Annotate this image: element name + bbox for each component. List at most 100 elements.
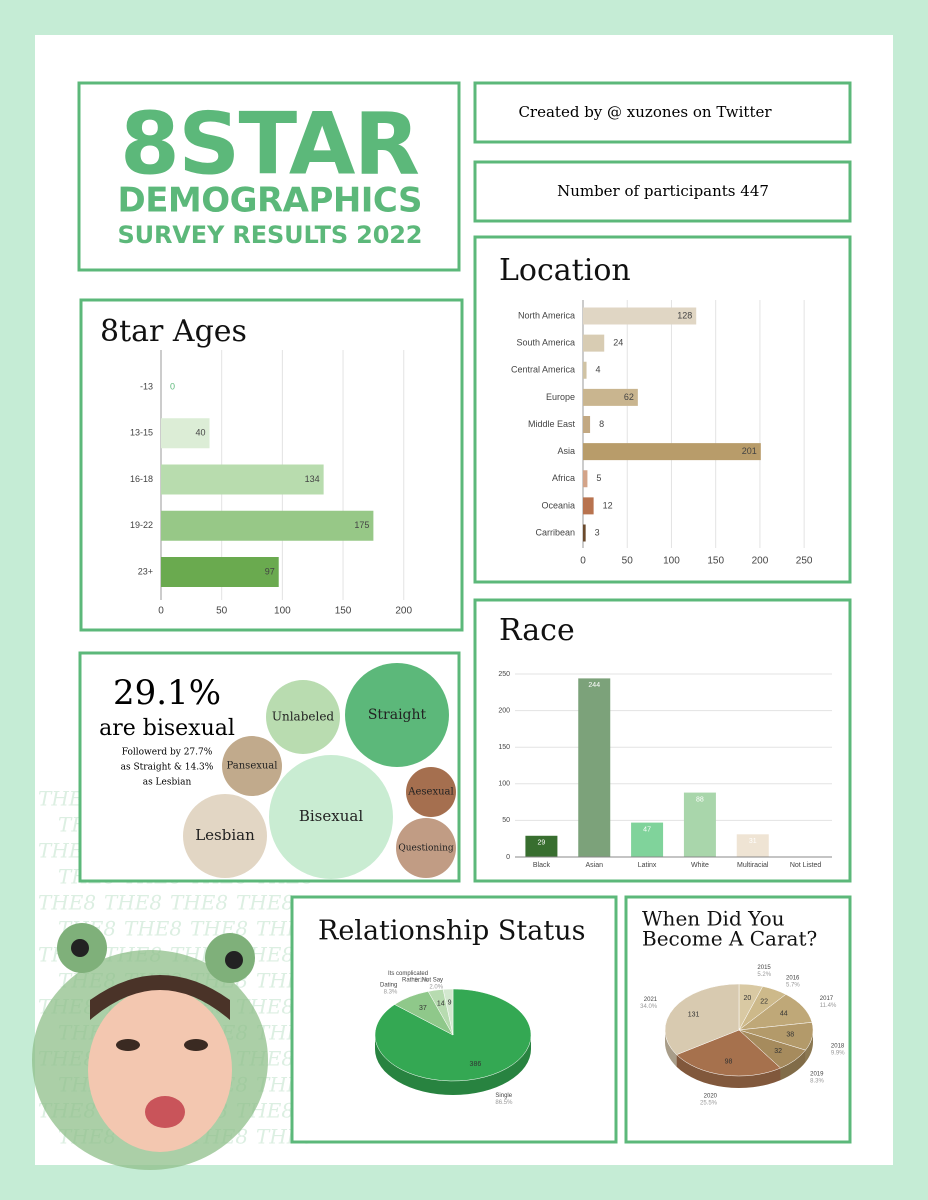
chart-title: Race xyxy=(499,613,575,648)
bar xyxy=(161,418,210,449)
category-label: 2021 xyxy=(644,997,658,1003)
x-tick-label: 0 xyxy=(158,606,164,617)
value-label: 47 xyxy=(643,826,651,833)
bar xyxy=(525,835,558,857)
value-label: 22 xyxy=(760,999,768,1006)
value-label: 201 xyxy=(742,446,757,456)
note: as Straight & 14.3% xyxy=(121,763,214,773)
x-tick-label: 250 xyxy=(796,556,813,567)
percent-label: 2.0% xyxy=(429,984,443,990)
value-label: 5 xyxy=(596,473,601,483)
category-label: Black xyxy=(533,862,551,869)
x-tick-label: 50 xyxy=(622,556,634,567)
category-label: Single xyxy=(495,1093,512,1099)
value-label: 3 xyxy=(595,527,600,537)
value-label: 40 xyxy=(196,428,206,438)
category-label: Rather Not Say xyxy=(402,977,443,983)
percent-label: 5.2% xyxy=(757,972,771,978)
category-label: 2015 xyxy=(757,965,771,971)
value-label: 131 xyxy=(688,1011,700,1018)
y-tick-label: 0 xyxy=(506,854,510,861)
headline: 29.1% xyxy=(113,673,221,713)
value-label: 29 xyxy=(538,840,546,847)
pie-side xyxy=(805,1030,814,1063)
category-label: 19-22 xyxy=(130,520,153,530)
percent-label: 8.3% xyxy=(810,1079,824,1085)
bubble-label: Pansexual xyxy=(227,761,278,772)
bubble-label: Lesbian xyxy=(195,826,255,844)
bar xyxy=(583,524,586,542)
pie-side-shade xyxy=(805,1030,814,1063)
category-label: 16-18 xyxy=(130,474,153,484)
y-tick-label: 50 xyxy=(502,817,510,824)
category-label: 13-15 xyxy=(130,428,153,438)
bar xyxy=(583,307,697,325)
category-label: -13 xyxy=(140,381,153,391)
value-label: 44 xyxy=(780,1011,788,1018)
participants: Number of participants 447 xyxy=(557,182,769,200)
pie-side xyxy=(375,1035,531,1095)
category-label: Carribean xyxy=(535,527,575,537)
percent-label: 5.7% xyxy=(786,982,800,988)
category-label: Asian xyxy=(585,862,603,869)
bubble-label: Unlabeled xyxy=(272,710,335,724)
percent-label: 8.3% xyxy=(384,990,398,996)
tagline: SURVEY RESULTS 2022 xyxy=(118,221,423,249)
category-label: 2020 xyxy=(704,1094,718,1100)
category-label: 23+ xyxy=(138,566,153,576)
x-tick-label: 0 xyxy=(580,556,586,567)
category-label: Europe xyxy=(546,392,575,402)
value-label: 128 xyxy=(677,310,692,320)
pie-side-shade xyxy=(780,1050,806,1081)
bubble xyxy=(269,755,393,879)
bubble-label: Questioning xyxy=(398,844,454,854)
participants-box xyxy=(473,160,852,223)
subhead: are bisexual xyxy=(99,716,235,741)
value-label: 37 xyxy=(419,1005,427,1012)
percent-label: 11.4% xyxy=(820,1003,837,1009)
y-tick-label: 250 xyxy=(498,671,510,678)
value-label: 0 xyxy=(170,381,175,391)
chart-title: Relationship Status xyxy=(318,916,585,947)
bar xyxy=(583,416,591,433)
category-label: 2016 xyxy=(786,975,800,981)
bar xyxy=(631,822,664,857)
location-box xyxy=(473,235,852,584)
value-label: 4 xyxy=(596,365,601,375)
value-label: 32 xyxy=(774,1048,782,1055)
bar xyxy=(583,334,605,352)
bubble xyxy=(266,680,340,754)
category-label: 2018 xyxy=(831,1043,845,1049)
bubble xyxy=(345,663,449,767)
category-label: Latinx xyxy=(638,862,657,869)
category-label: Middle East xyxy=(528,419,576,429)
chart-title: 8tar Ages xyxy=(100,314,247,349)
bar xyxy=(683,792,716,857)
value-label: 8 xyxy=(599,419,604,429)
note: Followerd by 27.7% xyxy=(122,748,213,758)
bubble-label: Bisexual xyxy=(299,807,363,825)
value-label: 97 xyxy=(265,566,275,576)
x-tick-label: 100 xyxy=(663,556,680,567)
note: as Lesbian xyxy=(143,778,192,788)
bubble-label: Aesexual xyxy=(407,787,453,798)
value-label: 88 xyxy=(696,796,704,803)
value-label: 134 xyxy=(305,474,320,484)
bar xyxy=(161,557,279,587)
bar xyxy=(583,470,588,488)
watermark-text: THE8 xyxy=(124,917,182,941)
value-label: 12 xyxy=(603,500,613,510)
pie-slice xyxy=(664,983,740,1056)
x-tick-label: 200 xyxy=(395,606,412,617)
bar xyxy=(583,497,594,515)
title: 8STAR xyxy=(120,94,420,194)
value-label: 14 xyxy=(437,1000,445,1007)
value-label: 38 xyxy=(786,1031,794,1038)
category-label: Asia xyxy=(557,446,575,456)
watermark-text: THE8 xyxy=(236,891,294,915)
pie-side xyxy=(665,1030,677,1067)
category-label: Multiracial xyxy=(737,862,769,869)
pie-side-shade xyxy=(375,1035,531,1095)
value-label: 386 xyxy=(470,1061,482,1068)
